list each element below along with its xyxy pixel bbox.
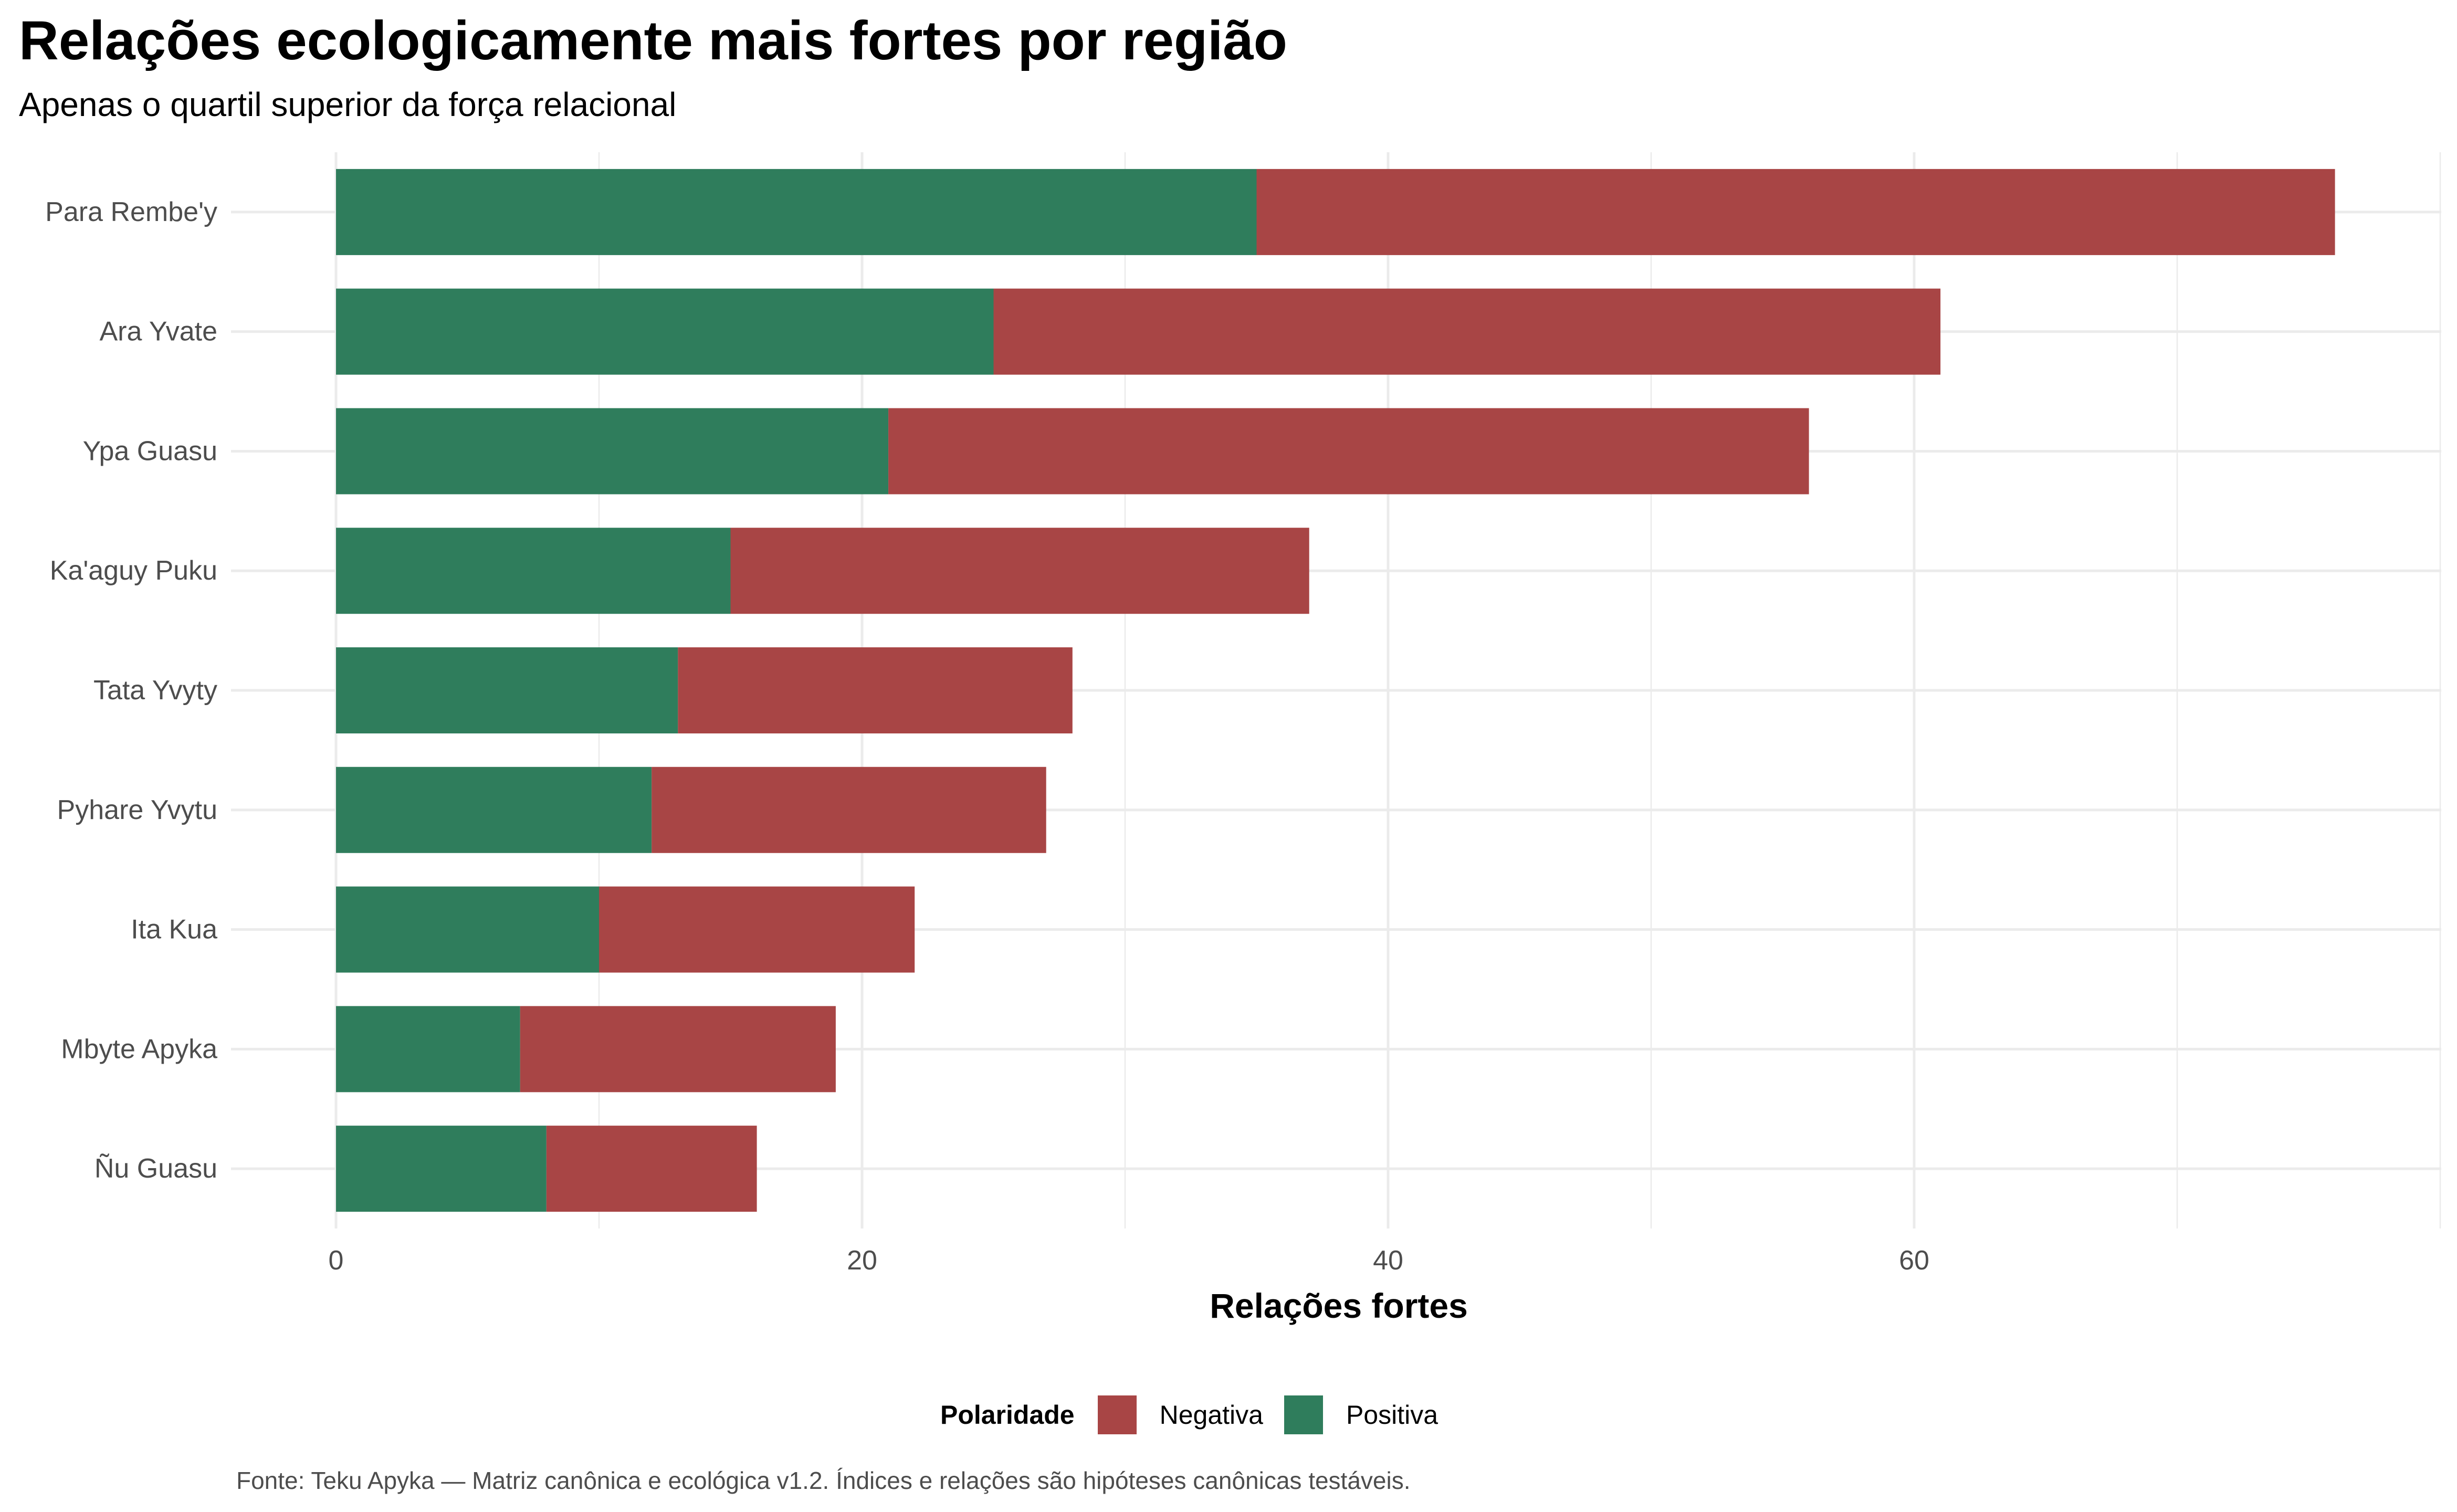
bar-negativa [1256, 169, 2335, 255]
legend: Polaridade Negativa Positiva [0, 1386, 2457, 1444]
legend-swatch-positiva [1284, 1395, 1323, 1434]
x-tick-label: 20 [847, 1245, 877, 1276]
bar-negativa [546, 1126, 757, 1212]
bar-positiva [336, 886, 599, 973]
y-tick-label: Pyhare Yvytu [57, 795, 217, 825]
bar-positiva [336, 647, 678, 733]
bar-negativa [652, 766, 1046, 853]
legend-title: Polaridade [940, 1400, 1075, 1430]
x-tick-label: 60 [1899, 1245, 1929, 1276]
bar-positiva [336, 766, 652, 853]
y-tick-label: Mbyte Apyka [61, 1034, 217, 1064]
legend-label-negativa: Negativa [1159, 1400, 1263, 1430]
bar-positiva [336, 169, 1257, 255]
y-tick-label: Ara Yvate [99, 317, 217, 347]
chart-title: Relações ecologicamente mais fortes por … [19, 10, 1287, 71]
y-tick-label: Ypa Guasu [83, 436, 217, 466]
bar-negativa [888, 408, 1809, 495]
y-tick-label: Para Rembe'y [45, 197, 217, 227]
bar-positiva [336, 1006, 520, 1093]
y-tick-label: Ñu Guasu [94, 1153, 217, 1184]
legend-item-positiva: Positiva [1284, 1395, 1438, 1434]
y-tick-label: Ka'aguy Puku [50, 555, 217, 586]
y-tick-label: Ita Kua [131, 915, 217, 945]
y-axis-labels: Para Rembe'y Ara Yvate Ypa Guasu Ka'aguy Pu… [45, 197, 217, 1184]
chart-subtitle: Apenas o quartil superior da força relac… [19, 86, 677, 123]
x-tick-label: 0 [329, 1245, 344, 1276]
chart-caption: Fonte: Teku Apyka — Matriz canônica e ec… [236, 1467, 1411, 1494]
x-axis-title: Relações fortes [1210, 1286, 1468, 1325]
bar-positiva [336, 1126, 547, 1212]
bar-negativa [993, 288, 1941, 375]
bar-positiva [336, 288, 994, 375]
y-tick-label: Tata Yvyty [93, 675, 217, 706]
bar-negativa [520, 1006, 836, 1093]
bar-positiva [336, 528, 731, 614]
x-tick-label: 40 [1373, 1245, 1403, 1276]
legend-swatch-negativa [1097, 1395, 1137, 1434]
bar-negativa [678, 647, 1073, 733]
bars [336, 169, 2335, 1212]
bar-positiva [336, 408, 889, 495]
bar-negativa [730, 528, 1309, 614]
legend-label-positiva: Positiva [1346, 1400, 1438, 1430]
x-axis-ticks: 0 20 40 60 [329, 1245, 1929, 1276]
legend-item-negativa: Negativa [1097, 1395, 1263, 1434]
bar-negativa [599, 886, 915, 973]
